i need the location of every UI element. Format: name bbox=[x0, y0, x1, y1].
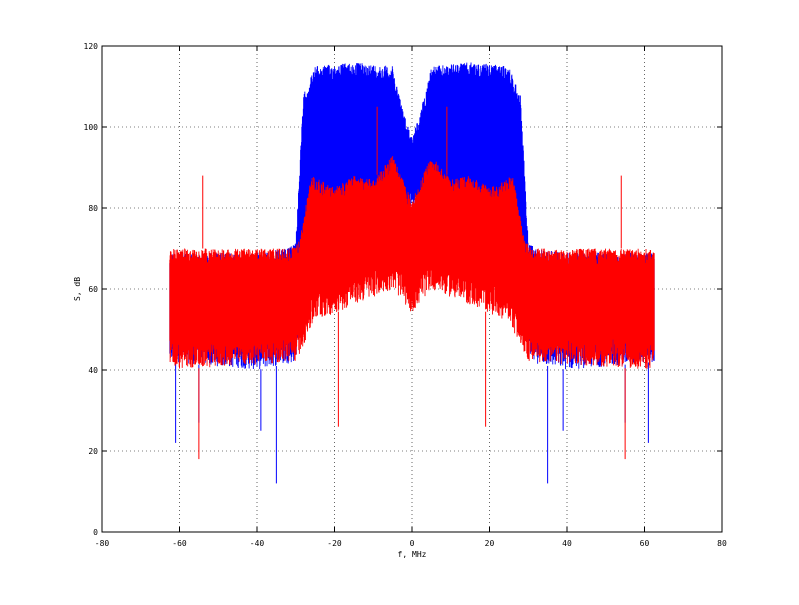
plot-series bbox=[169, 62, 655, 484]
x-tick-label: -40 bbox=[250, 539, 265, 548]
series-1 bbox=[169, 106, 655, 460]
axis-ticks: -80 -60 -40 -20 0 20 40 60 80 0 20 40 60 80 100 120 bbox=[84, 42, 727, 548]
series-trace bbox=[169, 156, 655, 370]
x-tick-label: 20 bbox=[485, 539, 495, 548]
x-tick-label: -20 bbox=[327, 539, 342, 548]
x-tick-label: 0 bbox=[410, 539, 415, 548]
x-tick-label: -80 bbox=[95, 539, 110, 548]
x-tick-label: 80 bbox=[717, 539, 727, 548]
y-tick-label: 120 bbox=[84, 42, 99, 51]
x-axis-label: f, MHz bbox=[398, 550, 427, 559]
y-tick-label: 20 bbox=[88, 447, 98, 456]
y-tick-label: 40 bbox=[88, 366, 98, 375]
y-tick-label: 60 bbox=[88, 285, 98, 294]
y-tick-label: 80 bbox=[88, 204, 98, 213]
y-tick-label: 100 bbox=[84, 123, 99, 132]
x-tick-label: 60 bbox=[640, 539, 650, 548]
x-tick-label: -60 bbox=[172, 539, 187, 548]
x-tick-label: 40 bbox=[562, 539, 572, 548]
y-axis-label: S, dB bbox=[73, 277, 82, 301]
y-tick-label: 0 bbox=[93, 528, 98, 537]
